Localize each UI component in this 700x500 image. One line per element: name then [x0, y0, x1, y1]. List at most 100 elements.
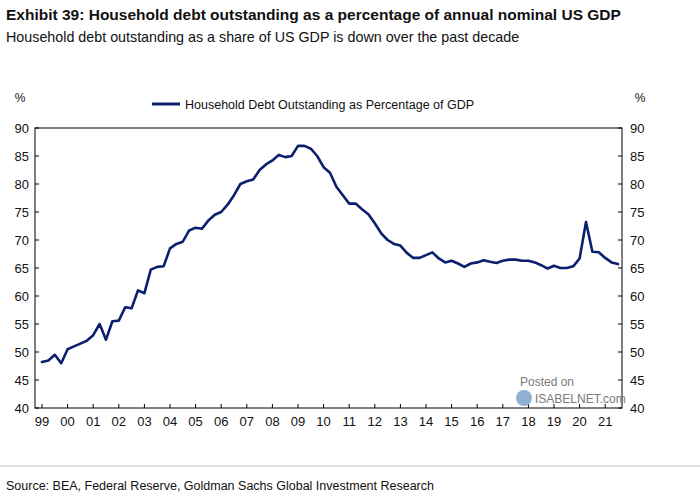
- y-tick: [618, 212, 622, 213]
- y-tick-label: 85: [630, 149, 644, 164]
- legend-swatch: [152, 103, 180, 106]
- x-tick-label: 20: [572, 414, 586, 429]
- x-tick: [221, 404, 222, 408]
- y-tick-label: 90: [15, 121, 29, 136]
- divider: [0, 466, 700, 467]
- y-tick: [35, 240, 39, 241]
- x-tick-label: 21: [598, 414, 612, 429]
- x-tick: [502, 404, 503, 408]
- y-tick-label: 90: [630, 121, 644, 136]
- y-tick-label: 85: [15, 149, 29, 164]
- x-tick: [272, 404, 273, 408]
- x-tick: [93, 404, 94, 408]
- x-tick: [118, 404, 119, 408]
- x-tick-label: 03: [137, 414, 151, 429]
- x-tick-label: 14: [419, 414, 433, 429]
- y-tick-label: 70: [630, 233, 644, 248]
- y-tick: [35, 128, 39, 129]
- y-tick: [35, 408, 39, 409]
- x-tick-label: 05: [188, 414, 202, 429]
- x-tick-label: 01: [86, 414, 100, 429]
- x-tick-label: 00: [60, 414, 74, 429]
- series-line: [42, 146, 618, 363]
- y-tick-label: 55: [630, 317, 644, 332]
- x-tick-label: 07: [240, 414, 254, 429]
- y-axis-label: %: [15, 91, 26, 105]
- x-tick: [477, 404, 478, 408]
- x-tick-label: 16: [470, 414, 484, 429]
- plot-frame: [35, 128, 622, 408]
- x-tick: [67, 404, 68, 408]
- x-tick-label: 09: [291, 414, 305, 429]
- x-tick-label: 04: [163, 414, 177, 429]
- x-tick: [195, 404, 196, 408]
- y-tick: [618, 128, 622, 129]
- x-tick-label: 06: [214, 414, 228, 429]
- plot-area: [42, 146, 618, 363]
- x-tick: [144, 404, 145, 408]
- chart: Exhibit 39: Household debt outstanding a…: [0, 0, 700, 500]
- y-tick-label: 45: [630, 373, 644, 388]
- y-tick: [618, 268, 622, 269]
- y-tick: [618, 156, 622, 157]
- y-tick: [35, 156, 39, 157]
- x-tick: [170, 404, 171, 408]
- y-tick: [618, 296, 622, 297]
- x-tick: [246, 404, 247, 408]
- y-tick-label: 60: [630, 289, 644, 304]
- x-tick: [298, 404, 299, 408]
- legend: Household Debt Outstanding as Percentage…: [152, 98, 474, 112]
- watermark-text: ISABELNET.com: [535, 392, 626, 406]
- watermark: Posted on ISABELNET.com: [516, 375, 626, 406]
- y-tick-label: 50: [15, 345, 29, 360]
- x-tick-label: 12: [368, 414, 382, 429]
- y-tick: [618, 324, 622, 325]
- y-tick-label: 40: [630, 401, 644, 416]
- x-tick: [349, 404, 350, 408]
- x-tick: [451, 404, 452, 408]
- y-tick: [35, 352, 39, 353]
- y-tick-label: 80: [15, 177, 29, 192]
- y-tick: [35, 380, 39, 381]
- y-tick-label: 65: [15, 261, 29, 276]
- y-tick: [618, 380, 622, 381]
- watermark-text: Posted on: [520, 375, 574, 389]
- y-tick: [618, 240, 622, 241]
- x-tick-label: 19: [547, 414, 561, 429]
- legend-label: Household Debt Outstanding as Percentage…: [185, 98, 474, 112]
- y-tick: [618, 184, 622, 185]
- y-tick-label: 50: [630, 345, 644, 360]
- x-tick-label: 08: [265, 414, 279, 429]
- subtitle: Household debt outstanding as a share of…: [6, 29, 519, 45]
- y-tick-label: 55: [15, 317, 29, 332]
- x-tick-label: 17: [496, 414, 510, 429]
- x-tick-label: 13: [393, 414, 407, 429]
- y-tick-label: 45: [15, 373, 29, 388]
- y-tick-label: 60: [15, 289, 29, 304]
- y-tick-label: 80: [630, 177, 644, 192]
- y-tick-label: 75: [630, 205, 644, 220]
- watermark-icon: [516, 390, 532, 406]
- title: Exhibit 39: Household debt outstanding a…: [6, 6, 621, 23]
- x-tick: [323, 404, 324, 408]
- y-tick-label: 75: [15, 205, 29, 220]
- x-tick-label: 99: [35, 414, 49, 429]
- y-tick-label: 40: [15, 401, 29, 416]
- y-tick: [35, 324, 39, 325]
- y-tick: [618, 408, 622, 409]
- y-tick: [35, 268, 39, 269]
- x-tick-label: 11: [342, 414, 356, 429]
- x-tick: [400, 404, 401, 408]
- x-tick: [426, 404, 427, 408]
- x-tick-label: 15: [444, 414, 458, 429]
- x-tick: [42, 404, 43, 408]
- x-tick-label: 18: [521, 414, 535, 429]
- y-tick: [35, 184, 39, 185]
- y-tick: [35, 296, 39, 297]
- y-axis-label: %: [635, 91, 646, 105]
- y-tick-label: 70: [15, 233, 29, 248]
- x-tick-label: 02: [112, 414, 126, 429]
- y-tick: [35, 212, 39, 213]
- source: Source: BEA, Federal Reserve, Goldman Sa…: [6, 479, 434, 493]
- y-tick: [618, 352, 622, 353]
